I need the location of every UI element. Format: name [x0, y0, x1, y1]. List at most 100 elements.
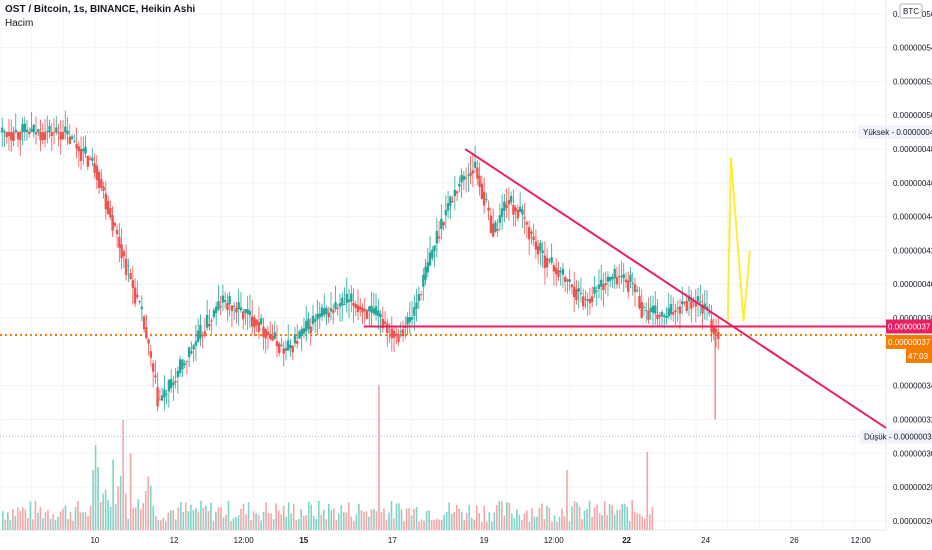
- volume-bar: [365, 511, 368, 530]
- candle-body: [656, 314, 659, 319]
- candle-body: [482, 191, 486, 206]
- volume-bar: [232, 517, 235, 530]
- volume-bar: [338, 513, 340, 530]
- candle-body: [649, 307, 652, 312]
- volume-bar: [420, 519, 423, 530]
- candle-body: [536, 246, 540, 255]
- volume-bar: [480, 521, 483, 530]
- candle-body: [365, 310, 369, 319]
- volume-bar: [633, 511, 636, 530]
- volume-bar: [508, 502, 511, 530]
- candle-body: [217, 301, 220, 310]
- candle-body: [464, 177, 468, 179]
- volume-bar: [623, 503, 626, 530]
- volume-bar: [375, 511, 378, 530]
- volume-bar: [606, 515, 608, 530]
- volume-bar: [388, 512, 390, 530]
- volume-bar: [172, 510, 175, 530]
- volume-bar: [641, 516, 644, 530]
- candle-body: [433, 245, 436, 251]
- candle-body: [566, 279, 569, 282]
- volume-bar: [220, 507, 222, 530]
- candle-body: [374, 306, 378, 315]
- candle-body: [151, 363, 155, 372]
- volume-bar: [310, 504, 313, 530]
- candle-body: [255, 319, 258, 326]
- volume-bar: [77, 500, 79, 530]
- candle-body: [631, 282, 634, 284]
- volume-bar: [438, 519, 440, 530]
- candle-body: [10, 132, 13, 141]
- volume-bar: [202, 507, 205, 530]
- volume-bar: [380, 511, 383, 530]
- volume-bar: [636, 513, 639, 530]
- volume-bar: [237, 515, 240, 530]
- volume-bar: [67, 519, 69, 530]
- candle-body: [426, 262, 430, 273]
- candle-body: [458, 184, 461, 187]
- volume-bar: [511, 513, 513, 530]
- candle-body: [660, 311, 664, 317]
- candle-body: [156, 387, 159, 407]
- candle-body: [629, 274, 632, 282]
- candle-body: [584, 298, 587, 300]
- candle-body: [422, 274, 425, 287]
- volume-bar: [583, 510, 586, 530]
- volume-bar: [501, 501, 503, 530]
- candle-body: [692, 301, 695, 303]
- volume-bar: [646, 452, 649, 530]
- volume-bar: [561, 508, 563, 530]
- candle-body: [149, 351, 153, 358]
- candle-body: [1, 127, 4, 133]
- candle-body: [23, 123, 26, 133]
- volume-bar: [591, 516, 593, 530]
- candle-body: [654, 305, 657, 314]
- candle-body: [397, 334, 400, 342]
- volume-bar: [2, 511, 4, 530]
- candle-body: [636, 289, 639, 291]
- candle-body: [572, 286, 576, 298]
- volume-bar: [443, 515, 445, 530]
- candle-body: [273, 332, 276, 339]
- y-axis-panel: [886, 0, 932, 550]
- volume-bar: [129, 453, 132, 530]
- candle-body: [527, 226, 531, 240]
- volume-bar: [373, 509, 375, 530]
- volume-bar: [651, 506, 654, 530]
- volume-bar: [516, 509, 518, 530]
- candle-body: [451, 200, 454, 202]
- candle-body: [318, 313, 321, 318]
- volume-bar: [222, 517, 225, 530]
- candle-body: [476, 167, 479, 179]
- volume-bar: [272, 519, 275, 530]
- y-tick-label: 0.00000050: [893, 111, 932, 120]
- candle-body: [199, 324, 202, 339]
- volume-bar: [573, 501, 576, 530]
- volume-bar: [180, 502, 182, 530]
- trendline-price-box: [886, 319, 932, 334]
- candle-body: [59, 132, 62, 140]
- candle-body: [104, 193, 108, 210]
- volume-bar: [536, 516, 538, 530]
- x-tick-label: 24: [701, 536, 710, 545]
- candle-body: [145, 327, 148, 339]
- volume-bar: [190, 504, 192, 530]
- candle-body: [390, 328, 393, 339]
- candle-body: [642, 306, 646, 308]
- volume-bar: [147, 476, 150, 530]
- candle-body: [473, 161, 477, 168]
- candle-body: [480, 183, 484, 199]
- volume-bar: [370, 509, 373, 530]
- volume-bar: [593, 507, 596, 530]
- candle-body: [381, 318, 384, 329]
- candle-body: [575, 289, 578, 301]
- volume-bar: [175, 519, 177, 530]
- candle-body: [638, 295, 641, 309]
- volume-bar: [34, 500, 37, 530]
- candle-body: [226, 303, 229, 310]
- volume-bar: [27, 518, 29, 530]
- candle-body: [221, 295, 225, 303]
- candle-body: [352, 302, 355, 306]
- candle-body: [178, 359, 182, 374]
